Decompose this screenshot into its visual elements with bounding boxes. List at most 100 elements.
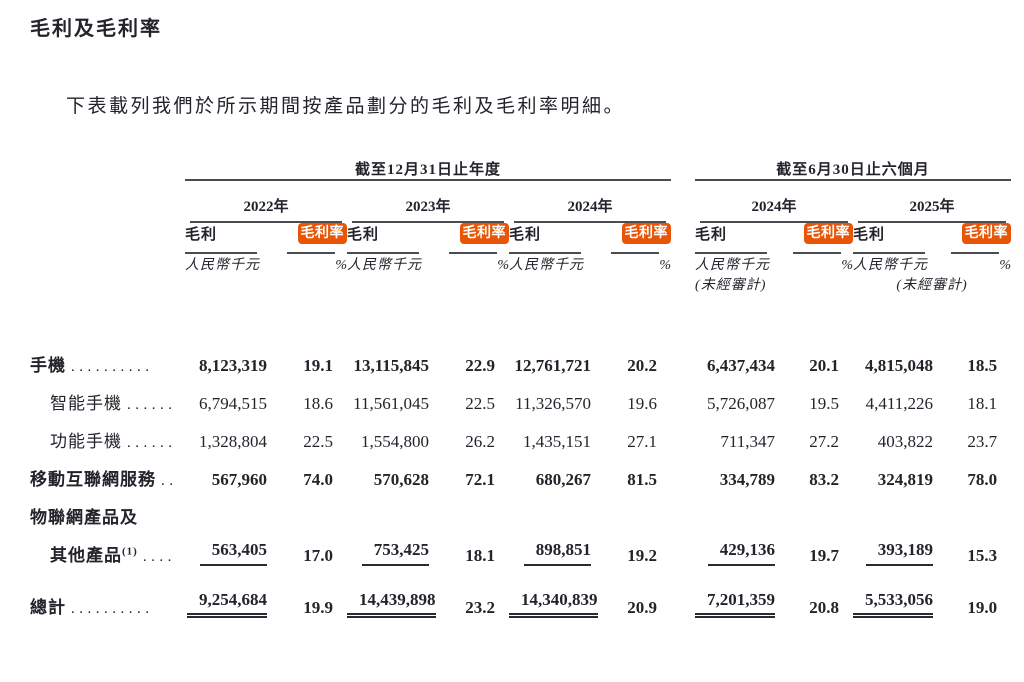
rule-line [611, 252, 660, 254]
rule-line [287, 252, 335, 254]
dot-leader: .......... [71, 601, 154, 617]
percent-label: % [659, 258, 672, 273]
gross-profit-label: 毛利 [185, 227, 218, 243]
rule-line [185, 252, 257, 254]
table-row-total: 總計.......... 9,254,684 19.9 14,439,898 2… [30, 572, 1011, 624]
subheader-rule-row [30, 244, 1011, 254]
rule-line [695, 252, 768, 254]
margin-highlight-badge: 毛利率 [803, 223, 854, 244]
dot-leader: ...... [127, 397, 177, 413]
unit-label: 人民幣千元 [185, 258, 260, 273]
percent-label: % [497, 258, 509, 273]
pct-cell: 19.6 [627, 394, 658, 413]
spacer-row [30, 294, 1011, 344]
pct-cell: 15.3 [967, 546, 998, 565]
rule-line [853, 252, 926, 254]
unit-label: 人民幣千元 [509, 258, 584, 273]
percent-label: % [335, 258, 347, 273]
gross-profit-label: 毛利 [509, 227, 542, 243]
pct-cell: 27.1 [627, 432, 658, 451]
value-cell: 898,851 [509, 534, 609, 572]
table-row-smartphones: 智能手機...... 6,794,515 18.6 11,561,045 22.… [30, 382, 1011, 420]
dot-leader: .... [142, 549, 176, 565]
table-row-mobile-phones: 手機.......... 8,123,319 19.1 13,115,845 2… [30, 344, 1011, 382]
pct-cell: 18.6 [303, 394, 333, 413]
pct-cell: 26.2 [465, 432, 495, 451]
unit-label: 人民幣千元 [695, 258, 771, 273]
pct-cell: 18.5 [967, 356, 998, 375]
gross-profit-label: 毛利 [695, 227, 728, 243]
rule-line [509, 252, 581, 254]
value-cell: 711,347 [720, 432, 776, 451]
percent-label: % [841, 258, 854, 273]
value-cell: 570,628 [373, 470, 429, 489]
value-cell: 12,761,721 [514, 356, 592, 375]
pct-cell: 19.0 [967, 598, 998, 617]
pct-cell: 19.1 [303, 356, 333, 375]
value-cell: 324,819 [877, 470, 934, 489]
margin-highlight-badge: 毛利率 [459, 223, 509, 244]
value-cell: 11,561,045 [353, 394, 429, 413]
pct-cell: 19.5 [809, 394, 840, 413]
year-header-2024-interim: 2024年 [700, 181, 849, 223]
value-cell: 4,411,226 [865, 394, 934, 413]
pct-cell: 19.9 [303, 598, 333, 617]
value-cell: 567,960 [211, 470, 267, 489]
page-title: 毛利及毛利率 [30, 18, 162, 40]
margin-highlight-badge: 毛利率 [297, 223, 347, 244]
pct-cell: 17.0 [303, 546, 333, 565]
unaudited-label: (未經審計) [896, 278, 968, 293]
row-label: 物聯網產品及 [30, 508, 138, 527]
year-header-2022: 2022年 [190, 181, 342, 223]
unit-label: 人民幣千元 [347, 258, 422, 273]
pct-cell: 19.2 [627, 546, 658, 565]
row-label: 移動互聯網服務.. [30, 470, 178, 489]
gross-profit-label: 毛利 [347, 227, 380, 243]
pct-cell: 81.5 [627, 470, 658, 489]
value-cell: 429,136 [695, 534, 793, 572]
value-cell: 11,326,570 [515, 394, 591, 413]
footnote-marker: (1) [122, 545, 138, 558]
unaudited-label: (未經審計) [695, 278, 767, 293]
value-cell: 7,201,359 [695, 572, 793, 624]
rule-line [951, 252, 1000, 254]
year-header-row: 2022年 2023年 2024年 2024年 2025年 [30, 180, 1011, 223]
pct-cell: 83.2 [809, 470, 840, 489]
year-header-2024: 2024年 [514, 181, 667, 223]
table-row-feature-phones: 功能手機...... 1,328,804 22.5 1,554,800 26.2… [30, 420, 1011, 458]
pct-cell: 19.7 [809, 546, 840, 565]
percent-label: % [999, 258, 1012, 273]
pct-cell: 23.2 [465, 598, 495, 617]
row-label: 智能手機...... [50, 394, 177, 413]
table-row-mobile-internet-services: 移動互聯網服務.. 567,960 74.0 570,628 72.1 680,… [30, 458, 1011, 496]
intro-text: 下表載列我們於所示期間按產品劃分的毛利及毛利率明細。 [66, 96, 626, 117]
pct-cell: 18.1 [967, 394, 998, 413]
value-cell: 5,533,056 [853, 572, 951, 624]
pct-cell: 20.9 [627, 598, 658, 617]
value-cell: 6,437,434 [707, 356, 776, 375]
row-label: 總計.......... [30, 598, 154, 617]
value-cell: 1,554,800 [361, 432, 429, 451]
group-header-row: 截至12月31日止年度 截至6月30日止六個月 [30, 158, 1012, 181]
value-cell: 4,815,048 [865, 356, 934, 375]
margin-highlight-badge: 毛利率 [621, 223, 672, 244]
value-cell: 393,189 [853, 534, 951, 572]
value-cell: 334,789 [719, 470, 776, 489]
gross-profit-table: 截至12月31日止年度 截至6月30日止六個月 2022年 2023年 2024… [30, 158, 1012, 624]
units-row: 人民幣千元 % 人民幣千元 % 人民幣千元 % 人民幣千元 % 人民幣千元 % [30, 254, 1011, 274]
row-label: 其他產品(1).... [50, 545, 176, 565]
rule-line [449, 252, 497, 254]
pct-cell: 18.1 [465, 546, 495, 565]
pct-cell: 72.1 [465, 470, 495, 489]
value-cell: 14,340,839 [509, 572, 609, 624]
row-label: 手機.......... [30, 356, 154, 375]
row-label: 功能手機...... [50, 432, 177, 451]
pct-cell: 22.5 [465, 394, 495, 413]
pct-cell: 20.1 [809, 356, 840, 375]
table-row-iot-products-heading: 物聯網產品及 [30, 496, 1011, 534]
pct-cell: 78.0 [967, 470, 998, 489]
rule-line [793, 252, 842, 254]
year-header-2025-interim: 2025年 [858, 181, 1007, 223]
value-cell: 403,822 [877, 432, 934, 451]
unit-label: 人民幣千元 [853, 258, 929, 273]
